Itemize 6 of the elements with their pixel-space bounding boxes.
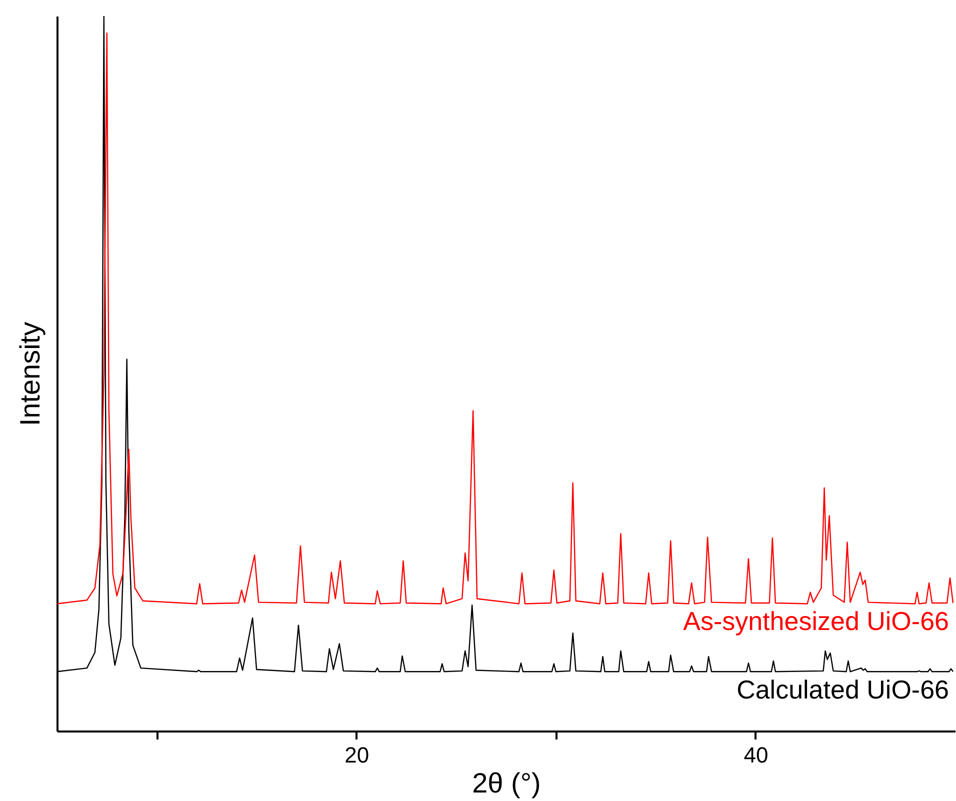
x-tick-label: 40 [744,742,768,768]
series-label: Calculated UiO-66 [736,674,949,705]
series-label: As-synthesized UiO-66 [683,606,949,636]
x-axis-title: 2θ (°) [472,768,541,798]
y-axis-title: Intensity [14,322,46,426]
x-tick-label: 20 [344,742,370,768]
